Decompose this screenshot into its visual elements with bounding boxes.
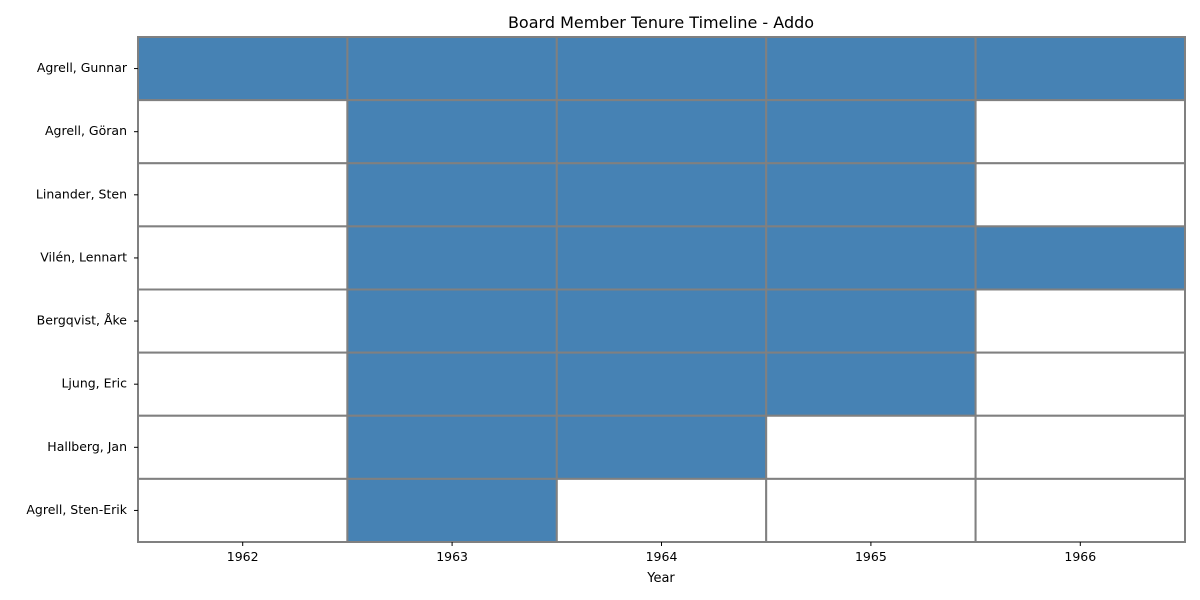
heatmap-cell bbox=[346, 477, 558, 543]
y-tick-label: Linander, Sten bbox=[36, 186, 127, 201]
heatmap-cell bbox=[137, 414, 349, 480]
heatmap-cell bbox=[346, 414, 558, 480]
heatmap-cell bbox=[765, 99, 977, 165]
heatmap-cell bbox=[137, 477, 349, 543]
heatmap-cell bbox=[346, 99, 558, 165]
heatmap-cell bbox=[765, 477, 977, 543]
heatmap-cell bbox=[346, 351, 558, 417]
x-axis-label: Year bbox=[646, 571, 675, 586]
heatmap-cell bbox=[137, 225, 349, 291]
heatmap-cell bbox=[974, 414, 1186, 480]
heatmap-cell bbox=[555, 351, 768, 417]
heatmap-cell bbox=[974, 36, 1186, 102]
heatmap-cell bbox=[137, 351, 349, 417]
heatmap-cell bbox=[346, 225, 558, 291]
heatmap-cell bbox=[765, 225, 977, 291]
heatmap-cell bbox=[765, 414, 977, 480]
heatmap-cell bbox=[137, 99, 349, 165]
heatmap-cell bbox=[137, 36, 349, 102]
y-tick-labels: Agrell, Gunnar Agrell, Göran Linander, Ste… bbox=[26, 60, 138, 517]
y-tick-label: Vilén, Lennart bbox=[40, 249, 127, 264]
chart-title: Board Member Tenure Timeline - Addo bbox=[508, 13, 814, 32]
heatmap-cell bbox=[974, 225, 1186, 291]
x-tick-label: 1964 bbox=[646, 549, 678, 564]
x-tick-label: 1966 bbox=[1064, 549, 1096, 564]
heatmap-cell bbox=[137, 288, 349, 354]
heatmap-cell bbox=[346, 288, 558, 354]
x-tick-label: 1963 bbox=[436, 549, 468, 564]
heatmap-cell bbox=[346, 36, 558, 102]
heatmap-cell bbox=[974, 351, 1186, 417]
heatmap-cell bbox=[555, 36, 768, 102]
heatmap-cell bbox=[765, 36, 977, 102]
x-tick-label: 1962 bbox=[227, 549, 259, 564]
y-tick-label: Hallberg, Jan bbox=[47, 439, 127, 454]
x-tick-labels: 1962 1963 1964 1965 1966 bbox=[227, 542, 1096, 564]
heatmap-cell bbox=[555, 162, 768, 228]
heatmap-cell bbox=[974, 477, 1186, 543]
heatmap-cell bbox=[555, 477, 768, 543]
heatmap-cell bbox=[974, 288, 1186, 354]
x-tick-label: 1965 bbox=[855, 549, 887, 564]
heatmap-cells bbox=[137, 36, 1186, 543]
y-tick-label: Ljung, Eric bbox=[61, 376, 127, 391]
heatmap-cell bbox=[974, 162, 1186, 228]
heatmap-cell bbox=[137, 162, 349, 228]
y-tick-label: Agrell, Sten-Erik bbox=[26, 502, 127, 517]
y-tick-label: Agrell, Göran bbox=[45, 123, 127, 138]
heatmap-cell bbox=[765, 351, 977, 417]
heatmap-cell bbox=[765, 162, 977, 228]
heatmap-cell bbox=[555, 225, 768, 291]
heatmap-cell bbox=[765, 288, 977, 354]
heatmap-cell bbox=[555, 288, 768, 354]
heatmap-cell bbox=[346, 162, 558, 228]
heatmap-cell bbox=[974, 99, 1186, 165]
heatmap-cell bbox=[555, 99, 768, 165]
heatmap-cell bbox=[555, 414, 768, 480]
y-tick-label: Bergqvist, Åke bbox=[37, 313, 128, 328]
y-tick-label: Agrell, Gunnar bbox=[37, 60, 128, 75]
